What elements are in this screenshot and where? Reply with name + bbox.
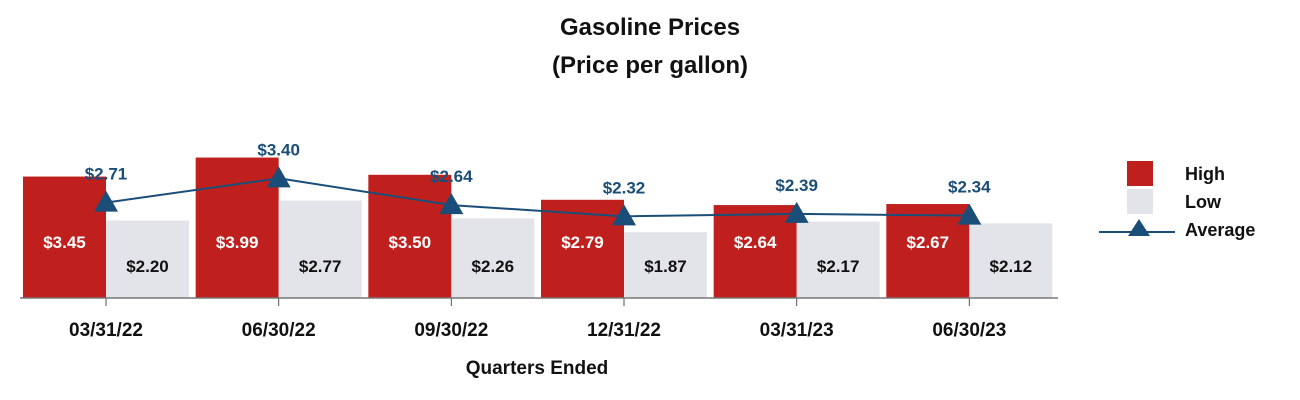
x-axis-title: Quarters Ended [466,358,609,379]
bar-low [624,232,707,298]
data-label-low: $2.77 [299,257,342,276]
legend-label-average: Average [1185,220,1256,240]
x-tick-label: 06/30/22 [242,320,316,341]
average-marker [957,203,982,225]
data-label-average: $2.32 [603,178,646,197]
data-label-average: $2.39 [775,176,818,195]
average-marker [784,201,809,223]
bar-low [969,223,1053,298]
bar-high [195,157,279,298]
x-tick-label: 03/31/22 [69,320,143,341]
data-label-high: $2.64 [734,233,777,252]
legend-item-low: Low [1095,186,1295,214]
x-tick-label: 03/31/23 [760,320,834,341]
data-label-high: $3.45 [43,233,86,252]
data-label-average: $2.64 [430,167,473,186]
bar-high [713,205,797,298]
bar-high [886,204,970,298]
legend-line-marker-average [1099,219,1175,236]
x-tick-label: 06/30/23 [932,320,1006,341]
data-label-average: $2.71 [85,165,128,184]
data-label-low: $2.12 [990,257,1033,276]
data-label-low: $2.20 [126,257,169,276]
legend-label-low: Low [1185,192,1221,212]
legend-swatch-high [1127,161,1153,186]
bar-low [278,200,362,298]
data-label-low: $1.87 [644,257,687,276]
legend-label-high: High [1185,164,1225,184]
data-label-high: $3.99 [216,233,259,252]
chart-legend: High Low Average [1095,158,1295,253]
bar-low [106,220,189,298]
average-marker [439,193,464,215]
average-line [105,177,970,218]
legend-item-average: Average [1095,214,1295,242]
data-label-high: $3.50 [389,233,432,252]
average-marker [612,204,636,226]
average-marker [266,166,291,188]
legend-item-high: High [1095,158,1295,186]
data-label-average: $2.34 [948,178,991,197]
legend-swatch-low [1127,189,1153,214]
data-label-low: $2.17 [817,257,860,276]
bar-high [23,176,106,298]
average-marker [94,190,118,212]
chart-title: Gasoline Prices [559,14,741,41]
bar-low [451,218,535,298]
data-label-high: $2.79 [561,233,604,252]
data-label-low: $2.26 [472,257,515,276]
x-tick-label: 12/31/22 [587,320,661,341]
bar-low [796,221,880,298]
chart-subtitle: (Price per gallon) [551,52,749,79]
data-label-average: $3.40 [257,140,300,159]
data-label-high: $2.67 [907,233,950,252]
x-tick-label: 09/30/22 [414,320,488,341]
